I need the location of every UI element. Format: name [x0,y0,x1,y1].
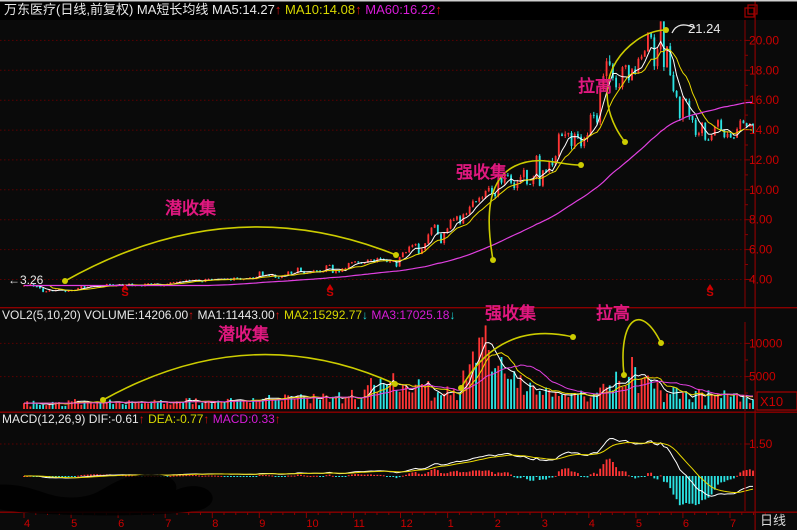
svg-text:5000: 5000 [749,370,776,384]
svg-text:1: 1 [448,518,454,530]
svg-text:10.00: 10.00 [749,183,779,197]
svg-text:18.00: 18.00 [749,63,779,77]
svg-text:日线: 日线 [760,513,786,528]
svg-text:21.24: 21.24 [688,21,721,36]
svg-text:6: 6 [118,518,124,530]
svg-text:11: 11 [354,518,365,530]
svg-text:4: 4 [24,518,30,530]
svg-text:10: 10 [306,518,318,530]
svg-text:←3.26: ←3.26 [8,273,44,287]
svg-text:7: 7 [730,518,736,530]
svg-text:5: 5 [636,518,642,530]
svg-text:9: 9 [259,518,265,530]
svg-text:拉高: 拉高 [596,303,630,323]
svg-text:潜收集: 潜收集 [165,198,217,218]
svg-text:4.00: 4.00 [749,273,773,287]
svg-text:强收集: 强收集 [485,303,537,323]
svg-text:1.50: 1.50 [749,437,773,451]
svg-text:6: 6 [683,518,689,530]
svg-text:潜收集: 潜收集 [218,324,270,344]
svg-text:VOL2(5,10,20) VOLUME:14206.00: VOL2(5,10,20) VOLUME:14206.00↑ MA1:11443… [2,308,455,322]
svg-text:12.00: 12.00 [749,153,779,167]
svg-text:2: 2 [495,518,501,530]
svg-text:14.00: 14.00 [749,123,779,137]
svg-text:拉高: 拉高 [578,76,612,96]
svg-text:6.00: 6.00 [749,243,773,257]
svg-text:4: 4 [589,518,595,530]
svg-text:7: 7 [165,518,171,530]
svg-text:8: 8 [212,518,218,530]
svg-text:X10: X10 [760,394,783,409]
svg-text:万东医疗(日线,前复权) MA短长均线 MA5:14.27: 万东医疗(日线,前复权) MA短长均线 MA5:14.27↑ MA10:14.0… [4,2,442,17]
svg-text:强收集: 强收集 [456,162,508,182]
svg-text:3: 3 [542,518,548,530]
svg-text:12: 12 [401,518,413,530]
svg-text:MACD(12,26,9) DIF:-0.61↑ DEA: MACD(12,26,9) DIF:-0.61↑ DEA:-0.77↑ MACD… [2,412,281,426]
svg-text:5: 5 [71,518,77,530]
svg-text:20.00: 20.00 [749,33,779,47]
svg-text:8.00: 8.00 [749,213,773,227]
svg-text:10000: 10000 [749,336,783,350]
svg-text:16.00: 16.00 [749,93,779,107]
